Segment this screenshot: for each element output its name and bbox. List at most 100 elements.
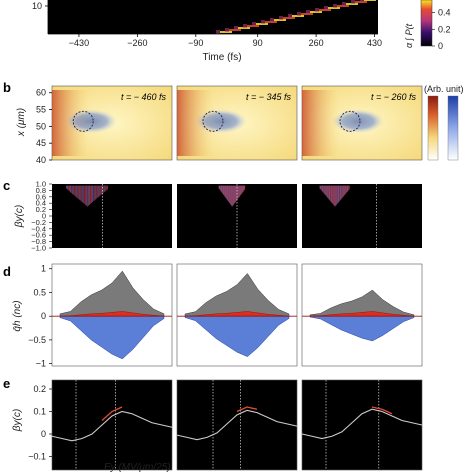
panel-d-profile xyxy=(301,263,423,367)
panel-a-trace-glow xyxy=(297,12,301,16)
panel-e-y-tick-label: 0.1 xyxy=(33,407,46,417)
panel-d-y-tick-label: 1 xyxy=(41,264,46,274)
panel-c-phase-spaces xyxy=(52,184,422,248)
panel-d-red-area xyxy=(59,311,165,317)
panel-c-label: c xyxy=(3,178,10,193)
panel-d-profile xyxy=(176,263,298,367)
panel-b-y-tick-label: 50 xyxy=(36,121,46,131)
panel-b-density-blob xyxy=(195,109,247,134)
panel-b-density-blob xyxy=(332,109,384,134)
panel-c-y-tick-label: 0.4 xyxy=(36,199,46,208)
panel-e-velocity-traces xyxy=(51,379,423,471)
panel-a-emission-trace xyxy=(216,0,376,34)
panel-a-x-axis-label: Time (fs) xyxy=(202,52,241,63)
panel-d-red-area xyxy=(184,311,290,317)
panel-a-trace-glow xyxy=(243,24,247,28)
panel-c-y-tick-label: 0.2 xyxy=(36,205,46,214)
panel-a-colorbar-tick-label: 0.2 xyxy=(438,24,451,34)
panel-a-trace-glow xyxy=(360,0,364,2)
panel-b-y-tick-label: 45 xyxy=(36,138,46,148)
panel-e-y-tick-label: 0.2 xyxy=(33,384,46,394)
panel-e-trace xyxy=(51,379,173,471)
panel-c-y-tick-label: −0.8 xyxy=(31,237,46,246)
panel-e-label: e xyxy=(3,376,10,391)
panel-b-colorbar-warm xyxy=(427,95,439,161)
panel-c-y-tick-label: −0.2 xyxy=(31,218,46,227)
panel-b-time-label: t = − 260 fs xyxy=(371,92,417,102)
panel-e-y-axis-label: βy(c) xyxy=(12,409,23,432)
panel-a-trace-glow xyxy=(279,16,283,20)
panel-a-x-ticks: −430 −260 −90 90 260 430 xyxy=(69,34,382,48)
panel-e: e βy(c) 0.2 0.1 0 −0.1 Ey (MV/μm/25) xyxy=(3,376,423,473)
panel-a-trace-glow xyxy=(234,26,238,30)
panel-c-phase-space xyxy=(302,184,422,248)
panel-d-gray-area xyxy=(184,273,290,317)
panel-d-blue-area xyxy=(59,315,165,360)
panel-b-density-blob xyxy=(65,109,118,134)
panel-d: d q̄h (nc) 1 0.5 0 −0.5 −1 xyxy=(3,263,423,369)
panel-b-snapshot: t = − 460 fs xyxy=(51,85,173,161)
panel-a-trace-glow xyxy=(333,4,337,8)
panel-a-colorbar xyxy=(420,0,433,47)
panel-a-trace-glow xyxy=(216,30,220,34)
panel-c-plot-background xyxy=(52,184,172,248)
panel-a-y-tick-label: 10 xyxy=(32,1,42,11)
panel-b: b x (μm) t = − 460 fs t = − 345 fs t = − 2… xyxy=(3,80,464,165)
panel-a-x-tick-label: 260 xyxy=(309,38,324,48)
panel-c-y-tick-label: 0 xyxy=(42,212,46,221)
panel-a-trace-glow xyxy=(225,28,229,32)
panel-e-field-curve xyxy=(301,408,423,440)
panel-a-trace-glow xyxy=(261,20,265,24)
panel-d-red-area xyxy=(309,311,415,317)
panel-b-time-label: t = − 460 fs xyxy=(121,92,167,102)
panel-e-highlight-curve xyxy=(236,406,258,413)
panel-a-trace-glow xyxy=(270,18,274,22)
panel-e-y-tick-label: 0 xyxy=(41,429,46,439)
panel-a-colorbar-label: α ∫ P(t xyxy=(404,23,414,48)
panel-c-y-tick-label: −0.6 xyxy=(31,231,46,240)
panel-a-y-ticks: 10 xyxy=(32,1,48,11)
panel-d-blue-area xyxy=(309,315,415,342)
panel-d-y-axis-label: q̄h (nc) xyxy=(12,300,23,331)
panel-b-snapshots: t = − 460 fs t = − 345 fs t = − 260 fs xyxy=(51,85,423,161)
panel-a-x-tick-label: −260 xyxy=(127,38,147,48)
panel-e-highlight-curve xyxy=(101,406,123,421)
panel-a-trace-glow xyxy=(342,2,346,6)
panel-b-time-label: t = − 345 fs xyxy=(246,92,292,102)
panel-d-y-ticks: 1 0.5 0 −0.5 −1 xyxy=(28,264,52,369)
panel-a-x-tick-label: −430 xyxy=(69,38,89,48)
panel-c-y-tick-label: 0.8 xyxy=(36,186,46,195)
panel-d-profile xyxy=(51,263,173,367)
panel-b-y-ticks: 40 45 50 55 60 xyxy=(36,88,52,165)
panel-b-colorbar-label: (Arb. unit) xyxy=(424,84,464,94)
panel-c-y-tick-label: 1.0 xyxy=(36,180,46,189)
panel-a-trace-glow xyxy=(351,0,355,4)
panel-a-trace-glow xyxy=(306,10,310,14)
panel-d-blue-area xyxy=(184,315,290,357)
panel-b-snapshot: t = − 260 fs xyxy=(301,85,423,161)
panel-a-trace-glow xyxy=(324,6,328,10)
panel-d-y-tick-label: 0.5 xyxy=(33,287,46,297)
panel-b-colorbar-cool xyxy=(447,95,459,161)
panel-b-label: b xyxy=(3,80,11,95)
panel-a-trace-glow xyxy=(288,14,292,18)
panel-d-gray-area xyxy=(309,289,415,317)
panel-d-charge-profiles xyxy=(51,263,423,367)
panel-d-gray-area xyxy=(59,270,165,317)
panel-b-y-tick-label: 40 xyxy=(36,155,46,165)
panel-e-plot-background xyxy=(51,379,173,471)
panel-a-colorbar-ticks: 0 0.2 0.4 xyxy=(432,8,451,51)
panel-e-annotation: Ey (MV/μm/25) xyxy=(104,462,171,473)
panel-e-plot-background xyxy=(176,379,298,471)
panel-d-y-tick-label: 0 xyxy=(41,311,46,321)
panel-a-trace-glow xyxy=(252,22,256,26)
panel-e-y-ticks: 0.2 0.1 0 −0.1 xyxy=(28,384,52,462)
panel-a-x-tick-label: 90 xyxy=(253,38,263,48)
panel-a-plot-background xyxy=(48,0,378,34)
panel-c-plot-background xyxy=(302,184,422,248)
panel-d-y-tick-label: −0.5 xyxy=(28,335,46,345)
panel-b-snapshot: t = − 345 fs xyxy=(176,85,298,161)
panel-e-field-curve xyxy=(51,410,173,442)
panel-a-colorbar-tick-label: 0 xyxy=(438,41,443,51)
panel-a-x-tick-label: 430 xyxy=(367,38,382,48)
